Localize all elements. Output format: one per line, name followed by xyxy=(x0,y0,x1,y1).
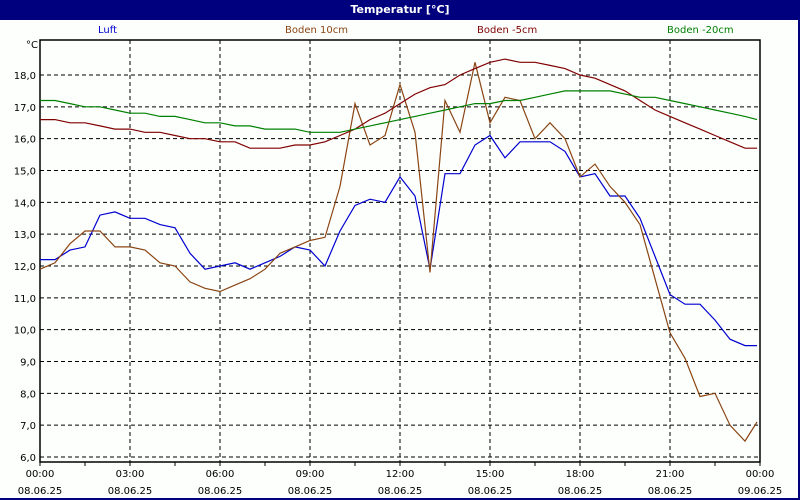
x-tick-time: 12:00 xyxy=(386,469,415,480)
x-tick-date: 08.06.25 xyxy=(558,486,603,497)
legend-boden-10cm: Boden 10cm xyxy=(285,25,348,36)
x-tick-time: 00:00 xyxy=(26,469,55,480)
y-tick-label: 10,0 xyxy=(14,326,36,337)
y-tick-label: 11,0 xyxy=(14,294,36,305)
x-tick-time: 00:00 xyxy=(746,469,775,480)
y-tick-label: 15,0 xyxy=(14,167,36,178)
y-tick-label: 14,0 xyxy=(14,198,36,209)
x-tick-time: 21:00 xyxy=(656,469,685,480)
y-tick-label: 18,0 xyxy=(14,71,36,82)
x-tick-time: 06:00 xyxy=(206,469,235,480)
x-tick-date: 08.06.25 xyxy=(288,486,333,497)
y-tick-label: 9,0 xyxy=(20,358,36,369)
series-luft xyxy=(40,134,757,347)
series-lines xyxy=(39,58,758,443)
y-tick-label: 7,0 xyxy=(20,421,36,432)
x-tick-date: 08.06.25 xyxy=(108,486,153,497)
series-boden-20cm xyxy=(40,90,758,133)
legend-boden-5cm: Boden -5cm xyxy=(477,25,538,36)
grid-lines xyxy=(40,40,760,462)
y-tick-label: 12,0 xyxy=(14,262,36,273)
x-tick-time: 18:00 xyxy=(566,469,595,480)
x-tick-date: 08.06.25 xyxy=(198,486,243,497)
axes: 6,0 7,0 8,0 9,0 10,0 11,0 12,0 13,0 14,0 15,0 16,0… xyxy=(14,39,783,497)
series-boden-10cm xyxy=(39,62,758,443)
x-tick-time: 09:00 xyxy=(296,469,325,480)
legend-luft: Luft xyxy=(98,25,117,36)
x-tick-date: 09.06.25 xyxy=(738,486,783,497)
legend-boden-20cm: Boden -20cm xyxy=(667,25,734,36)
x-tick-time: 03:00 xyxy=(116,469,145,480)
y-tick-label: 8,0 xyxy=(20,389,36,400)
x-tick-date: 08.06.25 xyxy=(378,486,423,497)
y-tick-label: 17,0 xyxy=(14,103,36,114)
y-tick-label: 6,0 xyxy=(20,453,36,464)
y-tick-label: 16,0 xyxy=(14,135,36,146)
series-boden-5cm xyxy=(40,58,757,149)
x-tick-time: 15:00 xyxy=(476,469,505,480)
plot-area: °C 6,0 7,0 8,0 9,0 10,0 11,0 12,0 13,0 14,0 15,0 1… xyxy=(14,39,783,497)
x-tick-date: 08.06.25 xyxy=(468,486,513,497)
y-tick-label: 13,0 xyxy=(14,230,36,241)
chart-title: Temperatur [°C] xyxy=(350,3,450,16)
chart-frame: Luft Boden 10cm Boden -5cm Boden -20cm °… xyxy=(0,20,800,500)
x-tick-date: 08.06.25 xyxy=(18,486,63,497)
y-axis-unit: °C xyxy=(26,40,38,51)
x-tick-date: 08.06.25 xyxy=(648,486,693,497)
